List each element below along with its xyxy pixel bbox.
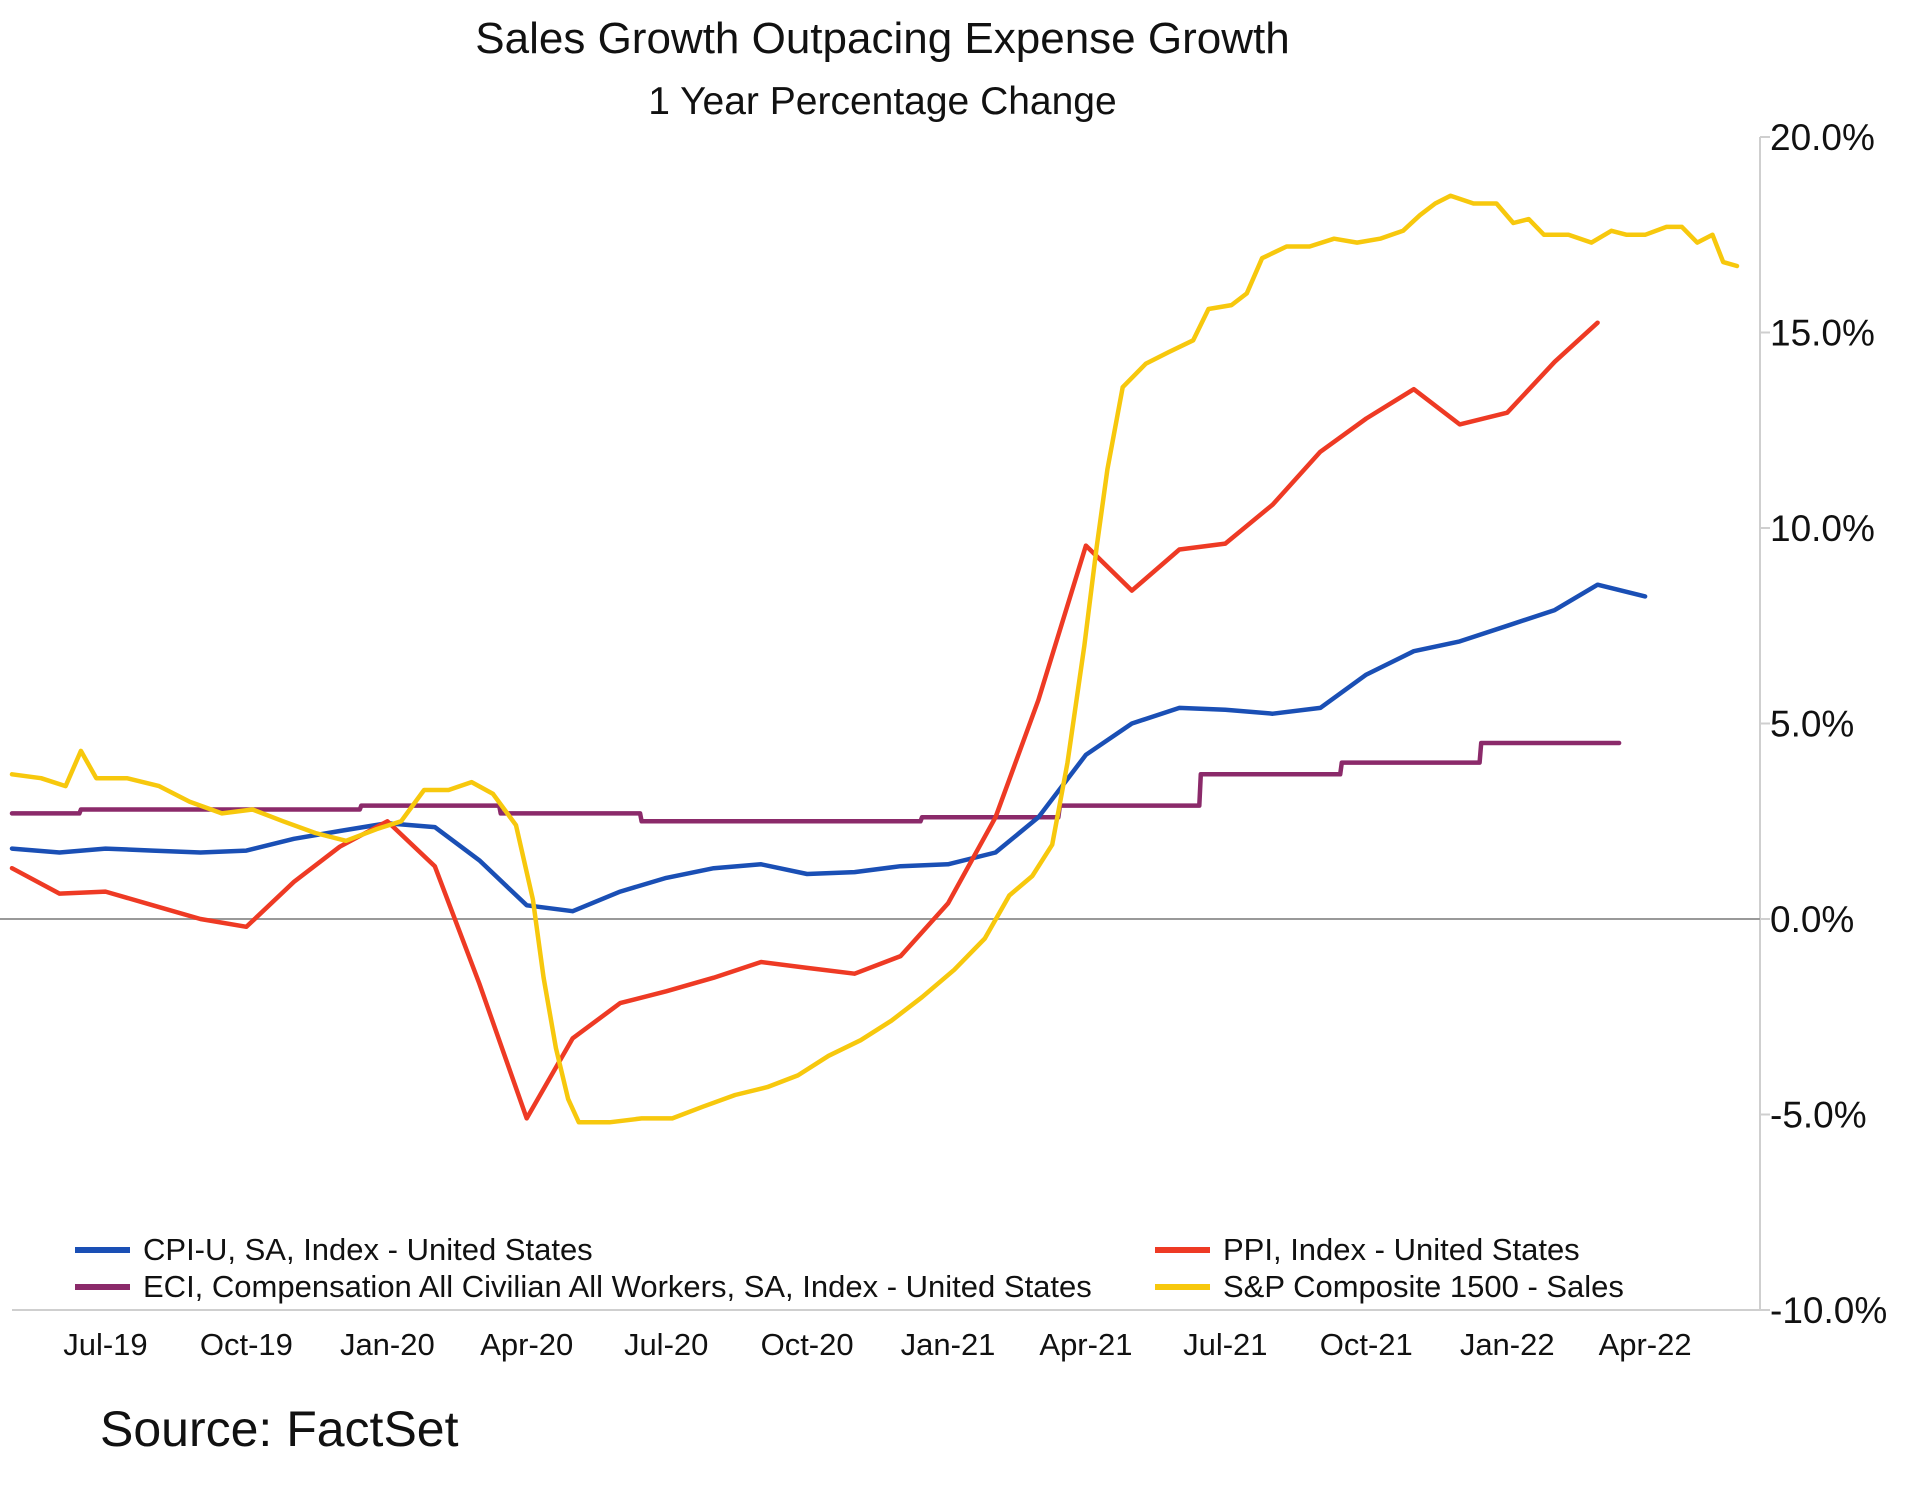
x-tick-label: Jul-20 [624, 1327, 708, 1362]
y-tick-label: -5.0% [1770, 1095, 1867, 1136]
axes: -10.0% -5.0% 0.0% 5.0% 10.0% 15.0% 20.0% Jul-19… [0, 117, 1887, 1362]
x-tick-label: Jul-21 [1183, 1327, 1267, 1362]
series-line-2 [9, 740, 1622, 824]
x-tick-label: Jan-21 [901, 1327, 996, 1362]
y-tick-label: 20.0% [1770, 117, 1875, 158]
y-tick-label: 10.0% [1770, 508, 1875, 549]
x-tick-label: Oct-20 [761, 1327, 854, 1362]
x-tick-label: Apr-21 [1039, 1327, 1132, 1362]
legend-label: ECI, Compensation All Civilian All Worke… [143, 1269, 1092, 1304]
x-tick-label: Apr-20 [480, 1327, 573, 1362]
chart-subtitle: 1 Year Percentage Change [648, 80, 1117, 123]
x-tick-label: Oct-19 [200, 1327, 293, 1362]
series-lines [9, 193, 1740, 1125]
chart-title: Sales Growth Outpacing Expense Growth [475, 14, 1290, 63]
y-tick-label: 0.0% [1770, 899, 1854, 940]
series-line-1 [9, 320, 1600, 1121]
x-tick-label: Jan-22 [1460, 1327, 1555, 1362]
series-line-0 [9, 582, 1648, 914]
line-chart: -10.0% -5.0% 0.0% 5.0% 10.0% 15.0% 20.0% Jul-19… [0, 117, 1887, 1362]
legend-label: S&P Composite 1500 - Sales [1223, 1269, 1624, 1304]
source-note: Source: FactSet [100, 1401, 459, 1457]
x-tick-label: Jul-19 [63, 1327, 147, 1362]
y-tick-label: 5.0% [1770, 704, 1854, 745]
legend: CPI-U, SA, Index - United States PPI, Ind… [75, 1232, 1624, 1304]
y-tick-label: 15.0% [1770, 313, 1875, 354]
series-line-3 [9, 193, 1740, 1125]
legend-label: CPI-U, SA, Index - United States [143, 1232, 593, 1267]
y-tick-label: -10.0% [1770, 1290, 1887, 1331]
x-tick-label: Apr-22 [1599, 1327, 1692, 1362]
x-tick-label: Jan-20 [340, 1327, 435, 1362]
legend-label: PPI, Index - United States [1223, 1232, 1580, 1267]
x-tick-label: Oct-21 [1320, 1327, 1413, 1362]
